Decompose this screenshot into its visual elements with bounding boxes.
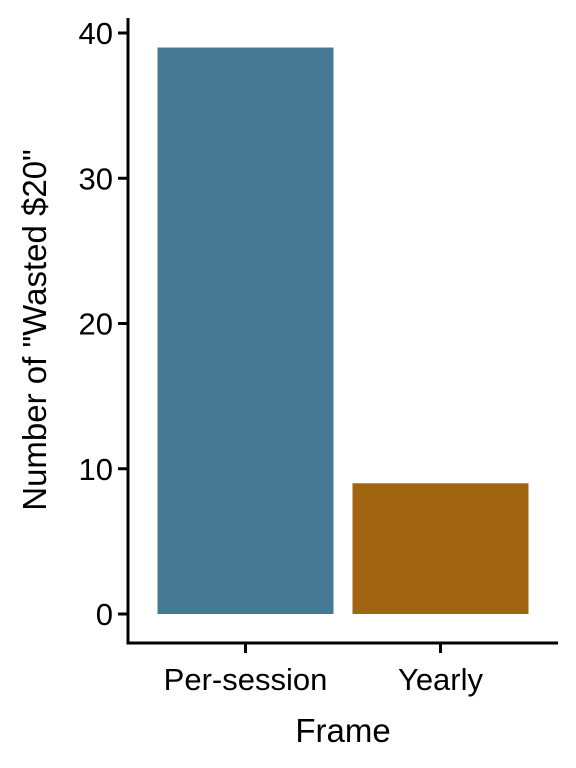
y-axis-title: Number of "Wasted $20" [16,149,53,511]
y-tick-label: 40 [79,16,113,51]
y-axis-ticks: 0 10 20 30 40 [79,16,128,632]
y-tick-label: 30 [79,161,113,196]
x-tick-label: Per-session [164,662,328,697]
y-tick-label: 20 [79,307,113,342]
y-tick-label: 0 [96,597,113,632]
x-axis-ticks: Per-session Yearly [164,643,484,697]
bars [157,47,529,614]
x-tick-label: Yearly [398,662,484,697]
bar-yearly [352,483,529,614]
y-tick-label: 10 [79,452,113,487]
x-axis-title: Frame [295,712,390,749]
bar-per-session [157,47,334,614]
